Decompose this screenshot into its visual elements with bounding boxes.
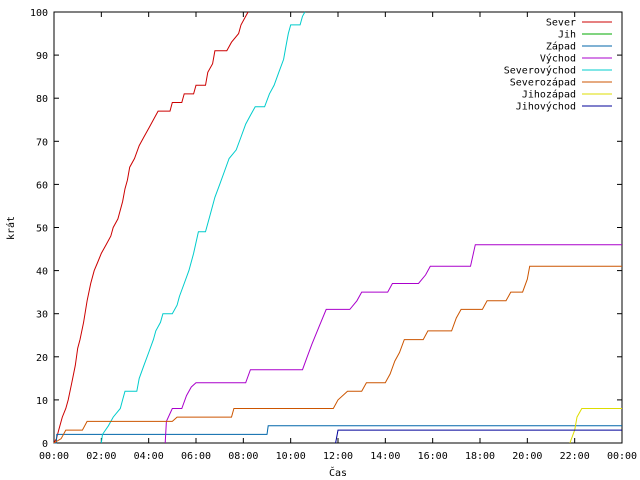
series-line-3 bbox=[164, 244, 622, 444]
y-tick-label: 30 bbox=[36, 310, 48, 321]
series-line-6 bbox=[569, 408, 622, 444]
series-line-0 bbox=[53, 11, 249, 444]
y-tick-label: 50 bbox=[36, 224, 48, 235]
y-tick-label: 20 bbox=[36, 353, 48, 364]
x-tick-label: 08:00 bbox=[228, 451, 258, 462]
y-tick-label: 70 bbox=[36, 137, 48, 148]
series-line-5 bbox=[53, 265, 622, 444]
series-line-7 bbox=[335, 429, 622, 444]
legend-label: Východ bbox=[540, 53, 576, 65]
series-line-4 bbox=[100, 11, 306, 444]
x-tick-label: 10:00 bbox=[276, 451, 306, 462]
x-tick-label: 02:00 bbox=[86, 451, 116, 462]
x-tick-label: 18:00 bbox=[465, 451, 495, 462]
x-tick-label: 12:00 bbox=[323, 451, 353, 462]
y-tick-label: 40 bbox=[36, 267, 48, 278]
legend: SeverJihZápadVýchodSeverovýchodSeverozáp… bbox=[504, 18, 612, 113]
x-tick-label: 00:00 bbox=[607, 451, 637, 462]
axis-ticks: 00:00 02:00 04:00 06:00 08:00 10:00 12:00 14:00… bbox=[30, 8, 637, 462]
legend-label: Sever bbox=[546, 18, 576, 29]
x-tick-label: 04:00 bbox=[134, 451, 164, 462]
x-tick-label: 22:00 bbox=[560, 451, 590, 462]
series-lines bbox=[53, 11, 622, 444]
y-tick-label: 0 bbox=[42, 439, 48, 450]
y-tick-label: 90 bbox=[36, 51, 48, 62]
legend-label: Jihovýchod bbox=[516, 101, 576, 113]
y-tick-label: 100 bbox=[30, 8, 48, 19]
x-tick-label: 14:00 bbox=[370, 451, 400, 462]
x-axis-label: Čas bbox=[329, 466, 347, 479]
legend-label: Severozápad bbox=[510, 77, 576, 89]
y-tick-label: 80 bbox=[36, 94, 48, 105]
legend-label: Západ bbox=[546, 41, 576, 53]
y-axis-label: krát bbox=[5, 216, 17, 240]
y-tick-label: 60 bbox=[36, 180, 48, 191]
legend-label: Severovýchod bbox=[504, 65, 576, 77]
x-tick-label: 16:00 bbox=[418, 451, 448, 462]
legend-label: Jih bbox=[558, 30, 576, 41]
y-tick-label: 10 bbox=[36, 396, 48, 407]
x-tick-label: 06:00 bbox=[181, 451, 211, 462]
x-tick-label: 00:00 bbox=[39, 451, 69, 462]
x-tick-label: 20:00 bbox=[512, 451, 542, 462]
legend-label: Jihozápad bbox=[522, 89, 576, 101]
